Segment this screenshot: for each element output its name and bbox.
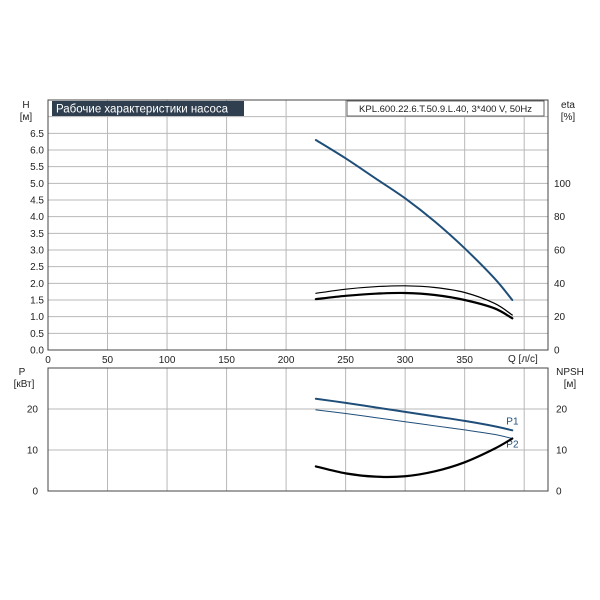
bottom-plot-frame — [47, 367, 549, 492]
chart-subtitle: KPL.600.22.6.T.50.9.L.40, 3*400 V, 50Hz — [359, 104, 532, 115]
y-right-tick-label-bottom: 0 — [556, 487, 562, 498]
bottom-series: P1 P2 — [314, 397, 519, 479]
x-tick-label: 50 — [102, 355, 114, 366]
y-left-axis-unit-bottom: [кВт] — [14, 379, 35, 390]
head-efficiency-panel: 0 50 100 150 200 250 300 3500.00.51.01.52.02.53… — [20, 99, 576, 366]
series-line-curve-0 — [314, 139, 514, 301]
y-left-axis-name: H — [22, 100, 29, 111]
y-right-axis-unit-bottom: [м] — [564, 379, 577, 390]
y-right-axis-name: eta — [561, 100, 575, 111]
y-left-tick-label: 5.5 — [30, 162, 44, 173]
series-line-curve-1 — [315, 285, 513, 316]
series-line-curve-2 — [314, 437, 514, 479]
top-series — [314, 139, 514, 320]
series-line-p1 — [314, 397, 514, 432]
y-right-axis-unit: [%] — [561, 112, 576, 123]
y-left-tick-label: 2.5 — [30, 262, 44, 273]
y-left-tick-label: 4.5 — [30, 196, 44, 207]
top-plot-frame — [47, 99, 549, 351]
y-left-tick-label: 5.0 — [30, 179, 44, 190]
y-left-tick-label: 1.0 — [30, 312, 44, 323]
y-left-tick-label: 2.0 — [30, 279, 44, 290]
power-npsh-panel: 0 10 20 0 10 20 P1 P2 P [кВт] NPSH [м] — [14, 367, 584, 498]
series-label-p1: P1 — [506, 416, 519, 427]
x-tick-label: 350 — [456, 355, 473, 366]
x-tick-label: 250 — [337, 355, 354, 366]
x-axis-label: Q [л/с] — [508, 354, 538, 365]
y-right-tick-label: 80 — [554, 212, 566, 223]
chart-title: Рабочие характеристики насоса — [56, 104, 229, 116]
series-line-p2 — [315, 409, 513, 440]
top-grid: 0 50 100 150 200 250 300 3500.00.51.01.52.02.53… — [30, 100, 571, 366]
title-background — [52, 101, 244, 116]
y-left-tick-label: 3.5 — [30, 229, 44, 240]
series-line-curve-2 — [314, 291, 514, 320]
y-left-tick-label: 6.0 — [30, 146, 44, 157]
y-left-tick-label-bottom: 10 — [27, 446, 39, 457]
y-left-tick-label: 1.5 — [30, 296, 44, 307]
x-tick-label: 300 — [397, 355, 414, 366]
y-left-tick-label: 0.5 — [30, 329, 44, 340]
y-left-tick-label: 3.0 — [30, 246, 44, 257]
y-right-axis-name-bottom: NPSH — [556, 367, 584, 378]
y-left-tick-label: 6.5 — [30, 129, 44, 140]
y-left-axis-unit: [м] — [20, 112, 33, 123]
x-tick-label: 200 — [278, 355, 295, 366]
y-left-axis-name-bottom: P — [19, 367, 26, 378]
y-right-tick-label-bottom: 20 — [556, 405, 568, 416]
y-right-tick-label: 20 — [554, 312, 566, 323]
subtitle-box — [346, 100, 545, 117]
x-tick-label: 100 — [159, 355, 176, 366]
y-right-tick-label: 40 — [554, 279, 566, 290]
x-tick-label: 150 — [218, 355, 235, 366]
y-left-tick-label: 4.0 — [30, 212, 44, 223]
y-left-tick-label-bottom: 0 — [32, 487, 38, 498]
y-left-tick-label-bottom: 20 — [27, 405, 39, 416]
y-right-tick-label-bottom: 10 — [556, 446, 568, 457]
x-tick-label: 0 — [45, 355, 51, 366]
series-label-p2: P2 — [506, 440, 519, 451]
y-left-tick-label: 0.0 — [30, 346, 44, 357]
y-right-tick-label: 60 — [554, 246, 566, 257]
y-right-tick-label: 100 — [554, 179, 571, 190]
y-right-tick-label: 0 — [554, 346, 560, 357]
